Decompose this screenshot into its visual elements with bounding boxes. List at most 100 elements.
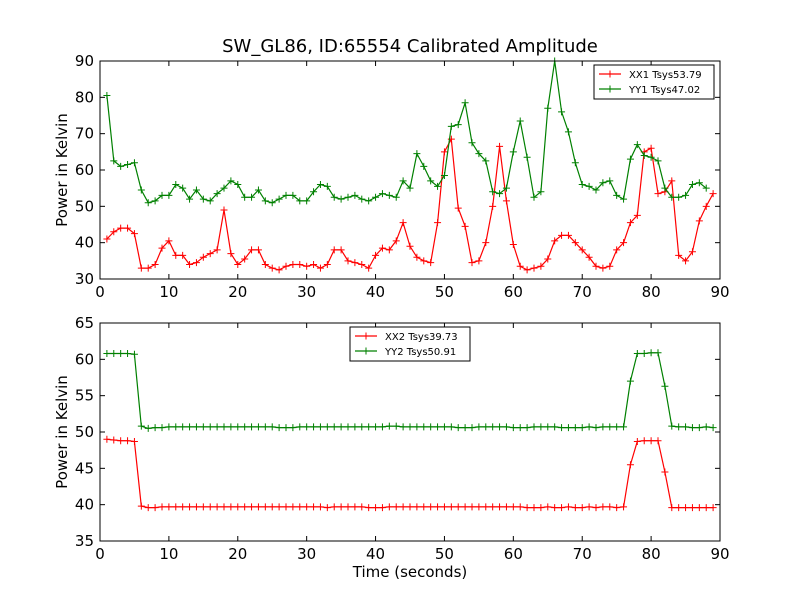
data-point [220,206,228,214]
data-point [385,246,393,254]
x-tick-label: 80 [642,545,661,563]
data-point [682,423,690,431]
legend-marker [362,332,370,340]
data-point [606,177,614,185]
data-point [626,461,634,469]
data-point [682,504,690,512]
data-point [254,246,262,254]
x-tick-label: 0 [95,283,105,301]
data-point [192,259,200,267]
data-point [234,423,242,431]
data-point [668,193,676,201]
data-point [427,503,435,511]
data-point [516,117,524,125]
data-point [165,423,173,431]
data-point [179,184,187,192]
data-point [206,197,214,205]
data-point [537,188,545,196]
data-point [199,423,207,431]
data-point [248,503,256,511]
data-point [227,177,235,185]
data-point [475,257,483,265]
data-point [702,423,710,431]
data-point [551,504,559,512]
x-tick-label: 40 [366,283,385,301]
series-2 [103,58,710,207]
data-point [248,246,256,254]
y-tick-label: 30 [75,270,94,288]
data-point [372,193,380,201]
data-point [695,179,703,187]
data-point [323,260,331,268]
data-point [620,195,628,203]
data-point [261,503,269,511]
data-point [296,260,304,268]
data-point [289,260,297,268]
data-point [626,155,634,163]
data-point [323,504,331,512]
series-line [106,60,707,204]
data-point [378,423,386,431]
data-point [613,504,621,512]
data-point [110,436,118,444]
series-line [106,137,714,271]
data-point [440,423,448,431]
data-point [186,423,194,431]
data-point [523,424,531,432]
data-point [668,504,676,512]
legend-marker [606,70,614,78]
x-tick-label: 10 [159,545,178,563]
data-point [351,259,359,267]
legend: XX1 Tsys53.79 YY1 Tsys47.02 [593,64,715,100]
data-point [172,503,180,511]
data-point [344,423,352,431]
x-tick-label: 20 [228,545,247,563]
data-point [447,503,455,511]
data-point [502,197,510,205]
data-point [186,503,194,511]
data-point [537,423,545,431]
data-point [447,423,455,431]
data-point [337,423,345,431]
data-point [530,423,538,431]
data-point [640,437,648,445]
data-point [392,503,400,511]
data-point [654,349,662,357]
data-point [523,504,531,512]
data-point [179,251,187,259]
data-point [461,503,469,511]
data-point [709,424,717,432]
data-point [110,157,118,165]
data-point [275,266,283,274]
y-tick-label: 35 [75,532,94,550]
data-point [461,222,469,230]
data-point [158,244,166,252]
data-point [413,253,421,261]
data-point [475,150,483,158]
data-point [144,424,152,432]
data-point [613,246,621,254]
data-point [316,181,324,189]
data-point [454,503,462,511]
data-point [447,122,455,130]
data-point [516,424,524,432]
data-point [592,504,600,512]
data-point [620,423,628,431]
legend: XX2 Tsys39.73 YY2 Tsys50.91 [349,326,471,362]
data-point [303,197,311,205]
data-point [654,157,662,165]
data-point [241,193,249,201]
data-point [192,186,200,194]
data-point [516,503,524,511]
data-point [558,108,566,116]
data-point [633,437,641,445]
data-point [502,423,510,431]
data-point [702,184,710,192]
data-point [695,504,703,512]
data-point [206,250,214,258]
data-point [578,504,586,512]
data-point [571,424,579,432]
data-point [688,248,696,256]
data-point [117,437,125,445]
data-point [496,423,504,431]
